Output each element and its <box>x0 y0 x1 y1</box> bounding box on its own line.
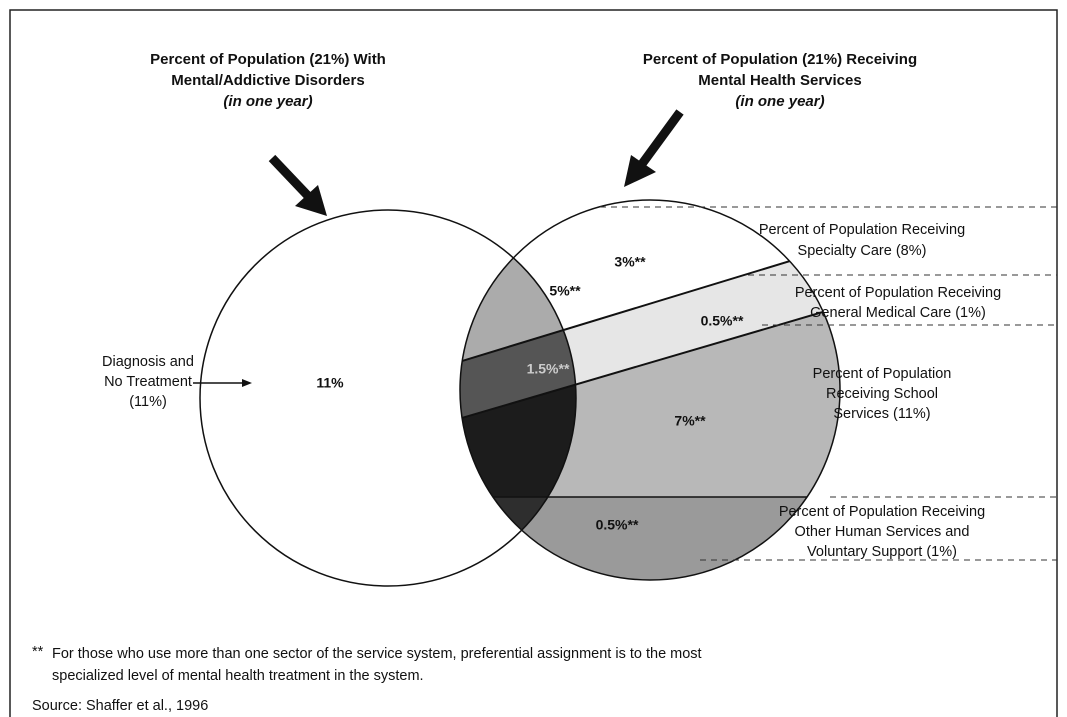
left-circle <box>199 209 577 587</box>
side-label: Percent of Population Receiving <box>759 222 965 238</box>
region-label: 0.5%** <box>701 313 744 329</box>
overlap-general-medical <box>460 210 576 442</box>
title: Percent of Population (21%) With <box>150 51 386 68</box>
side-label: General Medical Care (1%) <box>810 305 986 321</box>
band-line <box>460 200 840 387</box>
footnote: For those who use more than one sector o… <box>52 646 702 662</box>
region-label: 0.5%** <box>596 517 639 533</box>
side-label: Receiving School <box>826 386 938 402</box>
side-label: Specialty Care (8%) <box>798 243 927 259</box>
region-label: 5%** <box>549 283 581 299</box>
region-label: 11% <box>316 375 344 391</box>
side-label: Percent of Population Receiving <box>779 504 985 520</box>
footnote-marker: ** <box>32 644 44 660</box>
title: Percent of Population (21%) Receiving <box>643 51 917 68</box>
overlap-school <box>460 260 576 497</box>
label: No Treatment <box>104 374 192 390</box>
arrow <box>638 109 684 167</box>
band-line <box>460 259 840 443</box>
side-label: Percent of Population Receiving <box>795 285 1001 301</box>
side-label: Voluntary Support (1%) <box>807 544 957 560</box>
footnote: specialized level of mental health treat… <box>52 668 424 684</box>
arrow-head <box>295 185 327 216</box>
title: (in one year) <box>735 93 824 110</box>
title: (in one year) <box>223 93 312 110</box>
right-circle <box>459 199 841 581</box>
region-label: 7%** <box>674 413 706 429</box>
region-label: 1.5%** <box>527 361 570 377</box>
label: Diagnosis and <box>102 354 194 370</box>
label: (11%) <box>129 394 167 410</box>
side-label: Other Human Services and <box>795 524 970 540</box>
frame <box>9 9 1058 717</box>
title: Mental Health Services <box>698 72 861 89</box>
arrow-head <box>624 155 656 187</box>
arrow-head <box>242 379 252 387</box>
source: Source: Shaffer et al., 1996 <box>32 698 208 714</box>
side-label: Percent of Population <box>813 366 952 382</box>
title: Mental/Addictive Disorders <box>171 72 364 89</box>
arrow <box>268 154 314 202</box>
region-label: 3%** <box>614 254 646 270</box>
side-label: Services (11%) <box>833 406 930 422</box>
overlap-specialty <box>460 210 576 386</box>
